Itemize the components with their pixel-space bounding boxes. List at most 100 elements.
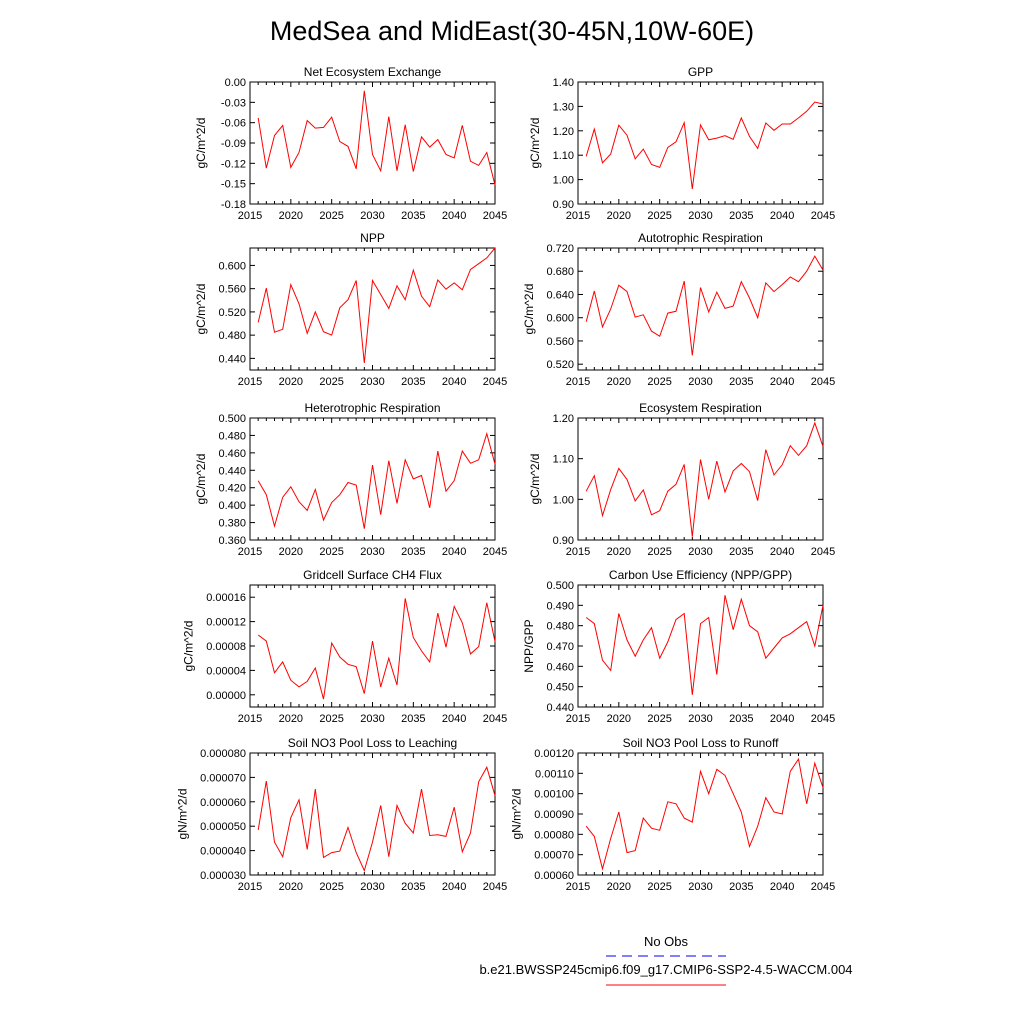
x-tick-label: 2030 — [360, 210, 384, 222]
series-line-0 — [585, 595, 824, 695]
x-tick-label: 2025 — [319, 713, 343, 725]
x-tick-label: 2015 — [566, 881, 590, 893]
legend: No Obs b.e21.BWSSP245cmip6.f09_g17.CMIP6… — [479, 934, 853, 986]
x-tick-label: 2015 — [238, 546, 262, 558]
y-tick-label: 0.520 — [546, 359, 574, 371]
y-axis-label: gC/m^2/d — [522, 284, 536, 335]
x-tick-label: 2030 — [688, 546, 712, 558]
plot-frame — [577, 584, 824, 708]
x-tick-label: 2035 — [729, 881, 753, 893]
y-axis-label: gC/m^2/d — [528, 118, 542, 169]
y-tick-label: 0.000040 — [200, 846, 246, 858]
series-line-0 — [585, 101, 824, 189]
y-tick-label: 0.00012 — [206, 617, 246, 629]
y-tick-label: 1.40 — [553, 77, 574, 89]
y-tick-label: 0.00060 — [534, 870, 574, 882]
y-tick-label: 1.00 — [553, 494, 574, 506]
y-tick-label: 1.20 — [553, 126, 574, 138]
plot-frame — [577, 81, 824, 205]
y-tick-label: 0.520 — [218, 307, 246, 319]
x-tick-label: 2030 — [688, 713, 712, 725]
x-tick-label: 2035 — [729, 210, 753, 222]
y-tick-label: 0.560 — [546, 336, 574, 348]
x-tick-label: 2045 — [811, 713, 835, 725]
y-tick-label: 0.00016 — [206, 592, 246, 604]
panel-net-ecosystem-exchange: Net Ecosystem Exchange 2015 2020 2025 2030 20… — [194, 65, 507, 222]
x-tick-label: 2025 — [647, 546, 671, 558]
y-tick-label: 0.380 — [218, 518, 246, 530]
x-tick-label: 2045 — [811, 881, 835, 893]
y-tick-label: -0.12 — [221, 158, 246, 170]
y-tick-label: 0.560 — [218, 284, 246, 296]
x-tick-label: 2015 — [566, 546, 590, 558]
series-line-0 — [257, 765, 496, 873]
x-tick-label: 2020 — [607, 210, 631, 222]
y-tick-label: 0.000060 — [200, 797, 246, 809]
x-tick-label: 2030 — [360, 881, 384, 893]
legend-label-model-run: b.e21.BWSSP245cmip6.f09_g17.CMIP6-SSP2-4… — [479, 962, 852, 977]
panel-autotrophic-respiration: Autotrophic Respiration 2015 2020 2025 2030 2… — [522, 231, 835, 388]
x-tick-label: 2045 — [483, 210, 507, 222]
y-tick-label: 0.00004 — [206, 665, 246, 677]
x-tick-label: 2040 — [770, 546, 794, 558]
x-tick-label: 2035 — [401, 376, 425, 388]
y-tick-label: 0.420 — [218, 483, 246, 495]
x-tick-label: 2025 — [319, 376, 343, 388]
panel-npp: NPP 2015 2020 2025 2030 2035 2040 2045 0.440 0.48… — [194, 231, 507, 388]
y-tick-label: 0.440 — [218, 353, 246, 365]
y-tick-label: 0.00120 — [534, 748, 574, 760]
y-tick-label: 0.680 — [546, 266, 574, 278]
y-axis-label: gC/m^2/d — [182, 621, 196, 672]
y-tick-label: 0.440 — [218, 465, 246, 477]
x-tick-label: 2035 — [729, 713, 753, 725]
x-tick-label: 2025 — [647, 376, 671, 388]
series-line-0 — [257, 431, 496, 529]
x-tick-label: 2025 — [647, 881, 671, 893]
panel-title: Soil NO3 Pool Loss to Leaching — [288, 736, 457, 750]
y-tick-label: 0.000070 — [200, 772, 246, 784]
panel-title: Carbon Use Efficiency (NPP/GPP) — [609, 568, 792, 582]
series-line-0 — [257, 90, 496, 186]
x-tick-label: 2015 — [238, 210, 262, 222]
y-tick-label: 0.000030 — [200, 870, 246, 882]
x-tick-label: 2025 — [647, 713, 671, 725]
x-tick-label: 2030 — [688, 376, 712, 388]
plot-frame — [249, 584, 496, 708]
panel-title: GPP — [688, 65, 713, 79]
x-tick-label: 2030 — [688, 881, 712, 893]
x-tick-label: 2045 — [483, 376, 507, 388]
y-tick-label: 0.360 — [218, 535, 246, 547]
x-tick-label: 2020 — [279, 376, 303, 388]
panel-title: Autotrophic Respiration — [638, 231, 763, 245]
panel-gpp: GPP 2015 2020 2025 2030 2035 2040 2045 0.90 1.00 1… — [528, 65, 835, 222]
x-tick-label: 2045 — [811, 210, 835, 222]
x-tick-label: 2040 — [442, 376, 466, 388]
y-tick-label: 1.10 — [553, 150, 574, 162]
x-tick-label: 2045 — [811, 546, 835, 558]
panel-title: Soil NO3 Pool Loss to Runoff — [623, 736, 780, 750]
legend-label-no-obs: No Obs — [644, 934, 689, 949]
x-tick-label: 2035 — [401, 546, 425, 558]
y-tick-label: -0.15 — [221, 179, 246, 191]
x-tick-label: 2040 — [770, 210, 794, 222]
panel-title: Heterotrophic Respiration — [304, 401, 440, 415]
y-tick-label: 0.000050 — [200, 821, 246, 833]
x-tick-label: 2015 — [566, 713, 590, 725]
x-tick-label: 2040 — [770, 713, 794, 725]
panel-gridcell-surface-ch4-flux: Gridcell Surface CH4 Flux 2015 2020 2025 203… — [182, 568, 508, 725]
x-tick-label: 2035 — [729, 546, 753, 558]
plot-frame — [249, 752, 496, 876]
y-tick-label: -0.09 — [221, 138, 246, 150]
panel-carbon-use-efficiency-npp-gpp: Carbon Use Efficiency (NPP/GPP) 2015 2020 2… — [522, 568, 835, 725]
x-tick-label: 2015 — [238, 376, 262, 388]
x-tick-label: 2015 — [238, 881, 262, 893]
y-tick-label: 1.00 — [553, 175, 574, 187]
x-tick-label: 2035 — [401, 881, 425, 893]
panel-title: Ecosystem Respiration — [639, 401, 762, 415]
x-tick-label: 2020 — [607, 546, 631, 558]
y-tick-label: 1.10 — [553, 454, 574, 466]
y-tick-label: 1.20 — [553, 413, 574, 425]
panel-heterotrophic-respiration: Heterotrophic Respiration 2015 2020 2025 203… — [194, 401, 507, 558]
y-tick-label: 0.600 — [218, 260, 246, 272]
